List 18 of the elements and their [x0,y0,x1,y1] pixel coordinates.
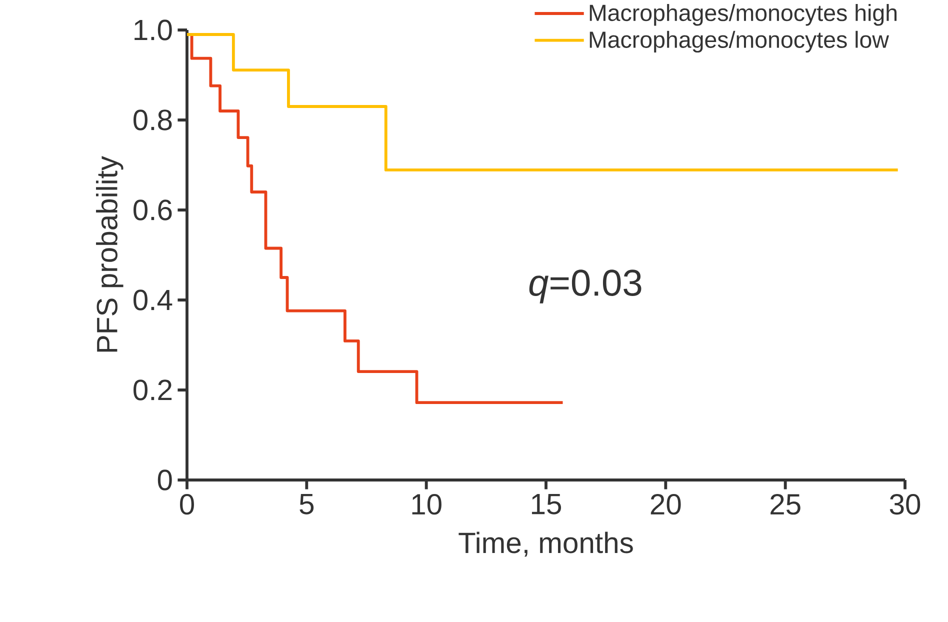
x-tick-label: 15 [532,494,562,514]
x-tick-label: 30 [890,494,920,515]
y-tick-label: 0.8 [134,110,172,130]
x-tick-label: 20 [650,494,681,515]
x-axis-title: Time, months [458,532,633,557]
legend-label: Macrophages/monocytes low [590,30,890,53]
x-tick-label: 25 [770,494,800,515]
legend-label: Macrophages/monocytes high [590,4,897,26]
y-tick-label: 0.6 [134,200,172,220]
y-tick-label: 1.0 [134,20,172,40]
y-tick-label: 0.4 [134,290,172,310]
y-tick-label: 0 [158,470,172,490]
x-tick-label: 0 [180,494,194,515]
y-tick-label: 0.2 [134,380,172,400]
annotation: q=0.03 [529,270,642,304]
x-tick-label: 10 [412,494,442,515]
y-axis-title: PFS probability [96,156,124,352]
x-tick-label: 5 [300,494,314,514]
